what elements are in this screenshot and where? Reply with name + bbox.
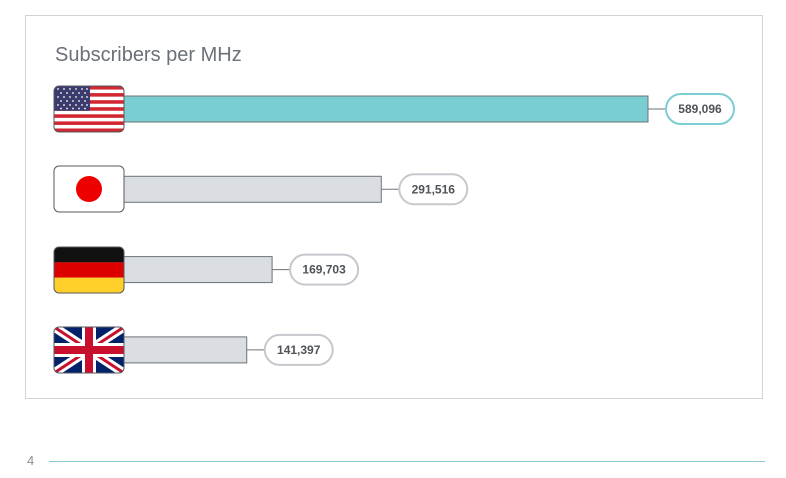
- value-label-1: 291,516: [412, 182, 456, 196]
- germany-flag-icon: [54, 247, 124, 293]
- value-label-0: 589,096: [678, 102, 722, 116]
- bars-layer: 589,096 291,516 169,703 141,397: [119, 93, 735, 366]
- value-label-pill-0: [665, 93, 735, 125]
- japan-flag-icon: [54, 166, 124, 212]
- chart-title: Subscribers per MHz: [55, 44, 242, 66]
- uk-flag-icon: [54, 327, 124, 373]
- value-label-3: 141,397: [277, 343, 321, 357]
- usa-flag-icon: [54, 86, 124, 132]
- page-number: 4: [27, 453, 35, 468]
- footer-divider: [49, 461, 765, 462]
- value-label-2: 169,703: [302, 263, 346, 277]
- chart-card: Subscribers per MHz: [25, 15, 763, 399]
- bar-3: [119, 336, 248, 364]
- value-label-pill-2: [289, 253, 360, 286]
- bar-0: [119, 95, 649, 123]
- value-label-pill-3: [263, 333, 334, 366]
- value-label-pill-1: [398, 173, 469, 206]
- bar-1: [119, 175, 382, 203]
- bar-2: [119, 256, 273, 284]
